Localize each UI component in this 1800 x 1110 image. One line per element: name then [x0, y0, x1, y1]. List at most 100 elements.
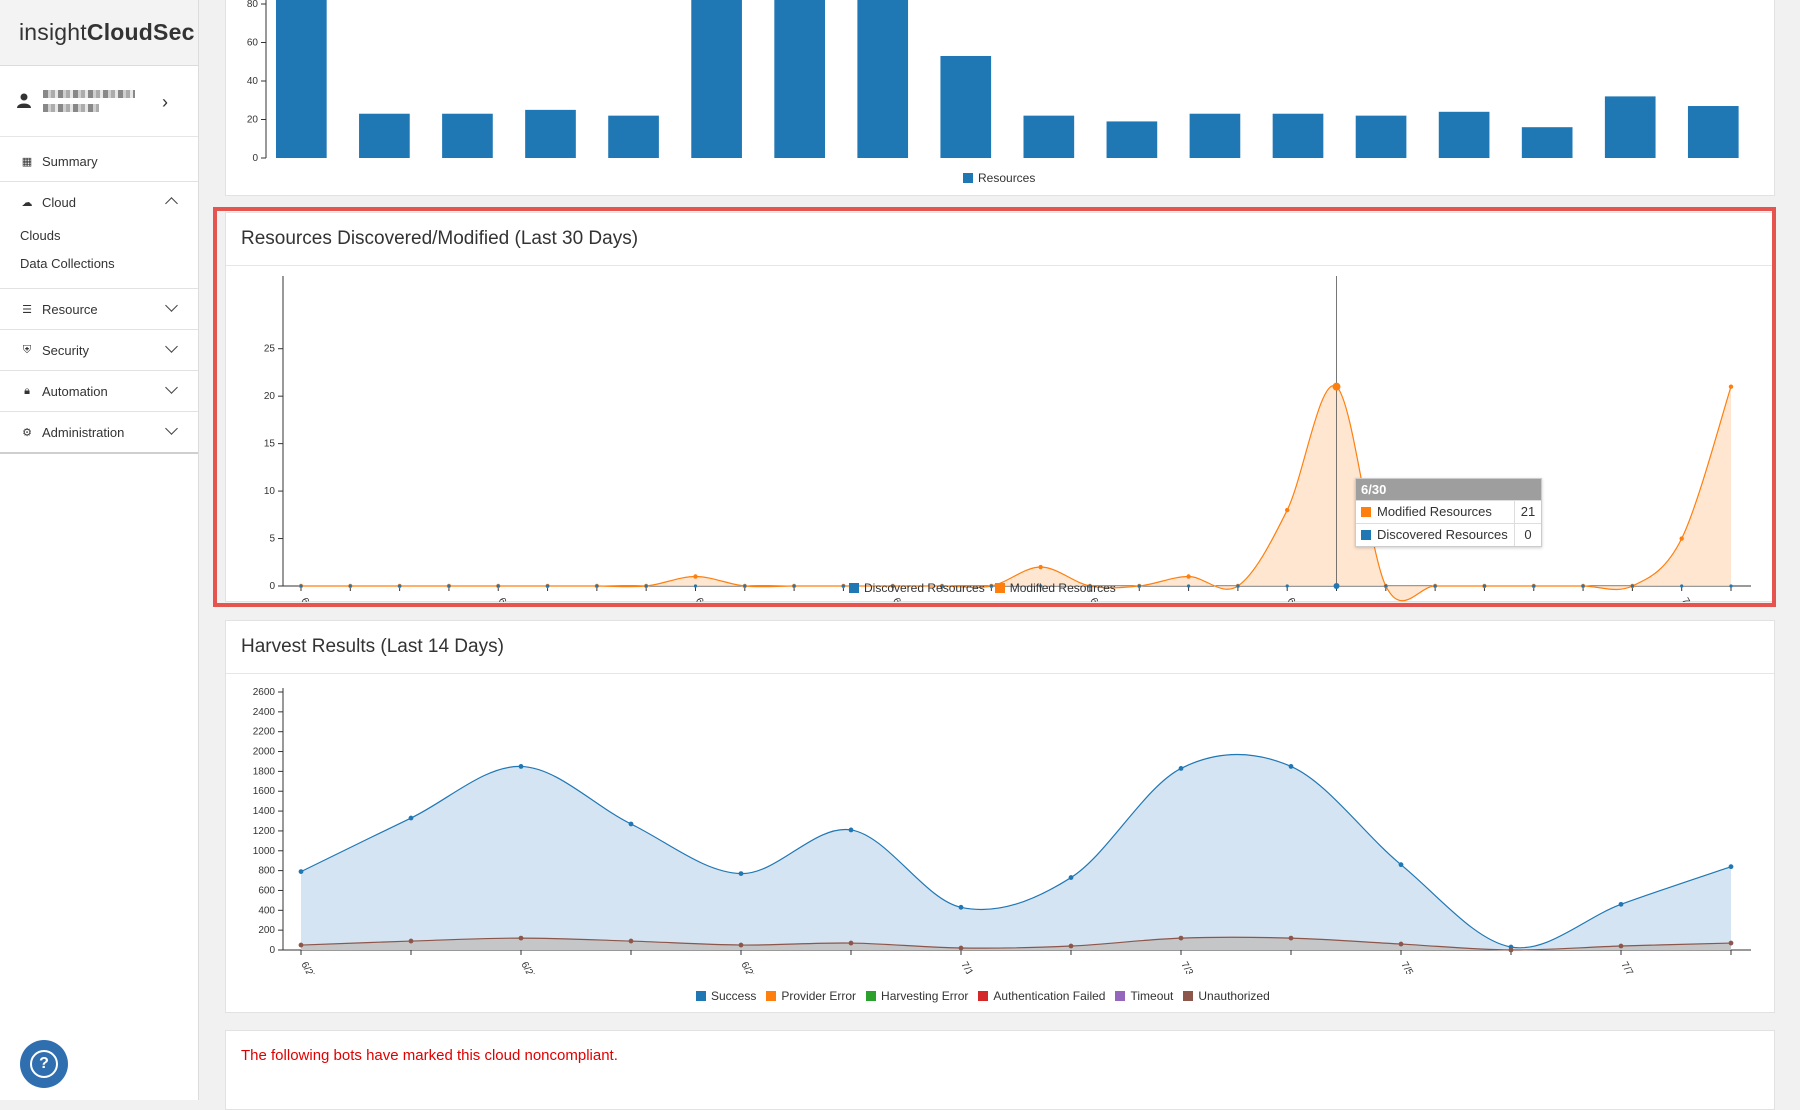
legend-item-modified[interactable]: Modified Resources	[994, 581, 1116, 595]
x-tick-label: 6/29	[738, 960, 757, 974]
y-tick-label: 2200	[253, 727, 276, 738]
sidebar-item-label: Resource	[42, 301, 98, 317]
discovered-point	[1333, 583, 1340, 589]
chevron-down-icon	[165, 422, 178, 435]
unauthorized-point	[958, 945, 964, 951]
sidebar-item-label: Cloud	[42, 194, 76, 210]
discovered-point	[891, 584, 895, 588]
bar	[442, 113, 493, 158]
success-area	[301, 754, 1731, 950]
unauthorized-point	[1728, 940, 1734, 946]
bar	[1438, 111, 1490, 158]
resources-area-chart: 0 5 10 15 20 25 6/9 6/13 6/17 6/21 6/25 6/29 7/7	[264, 276, 1751, 619]
y-tick-label: 0	[252, 153, 258, 164]
bar	[1023, 115, 1075, 158]
unauthorized-point	[1508, 947, 1514, 953]
chart-tooltip: 6/30 Modified Resources 21 Discovered Re…	[1355, 478, 1542, 547]
success-point	[1398, 862, 1404, 868]
discovered-point	[1729, 584, 1733, 588]
modified-point	[1679, 536, 1684, 541]
y-tick-label: 1000	[253, 846, 276, 857]
y-tick-label: 10	[264, 486, 276, 497]
discovered-point	[1039, 584, 1043, 588]
success-point	[1728, 864, 1734, 870]
legend-item-success[interactable]: Success	[696, 989, 756, 1003]
x-tick-label: 7/1	[958, 960, 975, 974]
legend-item-authentication-failed[interactable]: Authentication Failed	[978, 989, 1105, 1003]
sidebar-item-cloud[interactable]: ☁ Cloud	[0, 182, 198, 222]
y-tick-label: 2400	[253, 707, 276, 718]
unauthorized-point	[1618, 943, 1624, 949]
discovered-point	[1088, 584, 1092, 588]
success-point	[298, 869, 304, 875]
unauthorized-point	[408, 938, 414, 944]
modified-point	[1728, 384, 1734, 389]
resources-chart-legend: Discovered Resources Modified Resources	[849, 581, 1116, 595]
success-point	[738, 871, 744, 876]
noncompliant-card: The following bots have marked this clou…	[225, 1030, 1775, 1110]
y-tick-label: 2000	[253, 747, 276, 758]
discovered-point	[940, 584, 944, 588]
sidebar-subitem-clouds[interactable]: Clouds	[20, 228, 61, 243]
success-point	[408, 815, 414, 821]
x-tick-label: 6/25	[1087, 596, 1106, 602]
user-menu[interactable]: ›	[0, 66, 198, 137]
legend-item-discovered[interactable]: Discovered Resources	[849, 581, 985, 595]
discovered-point	[1532, 584, 1536, 588]
cloud-icon: ☁	[21, 196, 33, 209]
discovered-point	[1285, 584, 1289, 588]
legend-item-provider-error[interactable]: Provider Error	[766, 989, 856, 1003]
unauthorized-point	[518, 935, 524, 941]
lock-icon: 🔒︎	[24, 384, 30, 397]
chevron-right-icon[interactable]: ›	[162, 92, 168, 112]
brand-logo[interactable]: insight CloudSec	[0, 0, 198, 66]
sidebar-item-automation[interactable]: 🔒︎ Automation	[0, 371, 198, 411]
y-tick-label: 20	[264, 391, 276, 402]
card-title: Harvest Results (Last 14 Days)	[226, 621, 1774, 674]
x-tick-label: 7/7	[1679, 596, 1696, 602]
resources-bar-chart-card: 0 20 40 60 80 Resources	[225, 0, 1775, 196]
legend-item-timeout[interactable]: Timeout	[1115, 989, 1173, 1003]
modified-point	[1332, 382, 1341, 391]
y-tick-label: 1600	[253, 786, 276, 797]
question-icon: ?	[30, 1050, 58, 1078]
discovered-point	[693, 584, 698, 588]
y-tick-label: 200	[258, 925, 275, 936]
bar	[691, 0, 742, 158]
person-icon	[17, 93, 31, 108]
tooltip-row-modified: Modified Resources 21	[1356, 500, 1541, 523]
sidebar-subitem-data-collections[interactable]: Data Collections	[20, 256, 115, 271]
sidebar-item-security[interactable]: ⛨ Security	[0, 330, 198, 370]
discovered-point	[1137, 584, 1141, 588]
bar	[1355, 115, 1407, 158]
success-line	[300, 753, 1732, 949]
discovered-point	[1482, 584, 1487, 588]
discovered-point	[841, 584, 846, 588]
legend-item-unauthorized[interactable]: Unauthorized	[1183, 989, 1270, 1003]
unauthorized-point	[1068, 943, 1074, 949]
unauthorized-point	[1398, 941, 1404, 947]
noncompliant-message: The following bots have marked this clou…	[241, 1047, 618, 1064]
success-point	[1288, 764, 1294, 769]
sidebar-item-administration[interactable]: ⚙ Administration	[0, 412, 198, 452]
tooltip-date: 6/30	[1356, 479, 1541, 500]
chevron-up-icon	[165, 197, 178, 210]
discovered-point	[496, 584, 500, 588]
legend-item-harvesting-error[interactable]: Harvesting Error	[866, 989, 968, 1003]
legend-item-resources[interactable]: Resources	[963, 171, 1035, 185]
sidebar-item-summary[interactable]: ▦ Summary	[0, 141, 198, 181]
bar	[525, 109, 576, 158]
resources-discovered-modified-card: Resources Discovered/Modified (Last 30 D…	[225, 212, 1775, 619]
sidebar-item-label: Automation	[42, 383, 108, 399]
help-button[interactable]: ?	[20, 1040, 68, 1088]
bar-chart-legend: Resources	[963, 171, 1035, 185]
y-tick-label: 25	[264, 344, 276, 355]
success-point	[1068, 875, 1074, 880]
discovered-point	[299, 584, 303, 588]
brand-light: insight	[19, 19, 87, 45]
sidebar-item-resource[interactable]: ☰ Resource	[0, 289, 198, 329]
discovered-point	[644, 584, 648, 588]
success-point	[1618, 901, 1624, 907]
card-title: Resources Discovered/Modified (Last 30 D…	[226, 213, 1774, 266]
y-tick-label: 400	[258, 905, 275, 916]
